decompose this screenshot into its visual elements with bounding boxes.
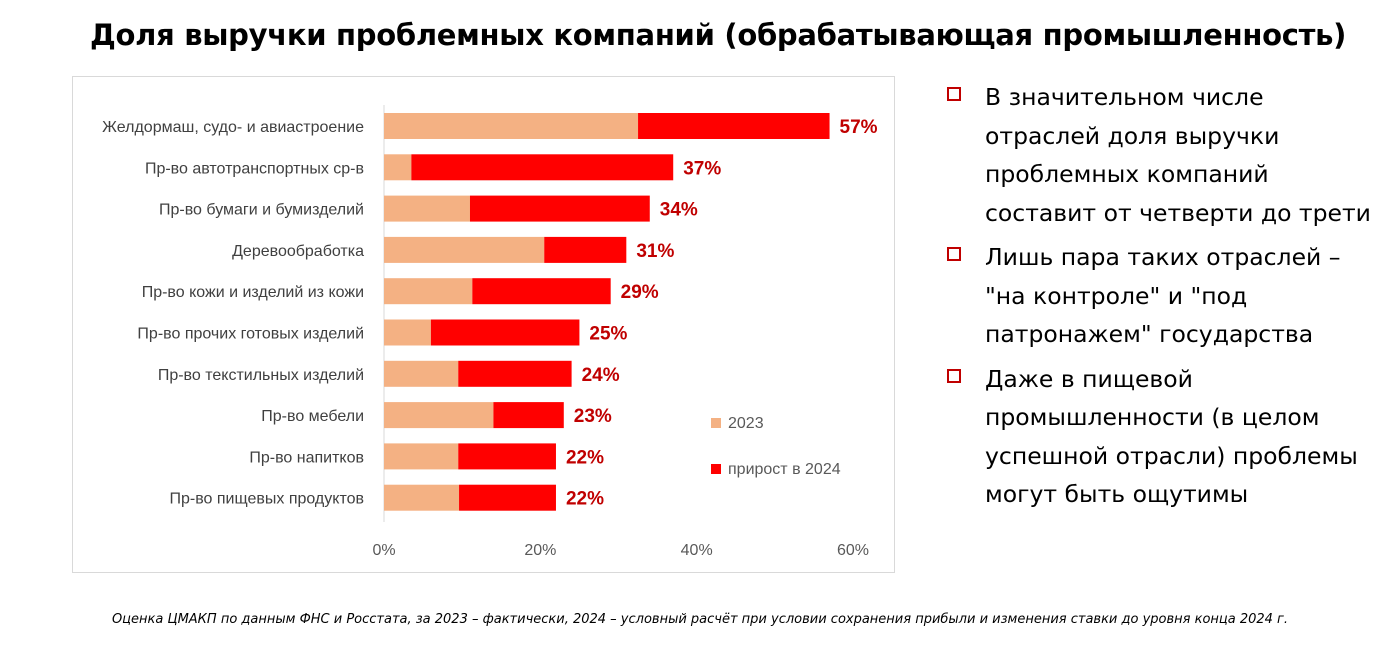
bar-increase-2024 [469,195,650,222]
bar-increase-2024 [458,360,572,387]
bar-2023 [384,154,412,181]
bar-chart: Желдормаш, судо- и авиастроение 57% Пр-во … [102,105,878,559]
bar-increase-2024 [472,278,611,305]
bullet-item: Даже в пищевой промышленности (в целом у… [945,360,1385,514]
bar-2023 [384,236,545,263]
legend-swatch [711,418,721,428]
category-label: Пр-во автотранспортных ср-в [145,160,364,177]
square-bullet-icon [947,87,961,101]
total-label: 34% [660,200,698,221]
category-label: Пр-во мебели [261,408,364,425]
total-label: 22% [566,489,604,510]
bar-increase-2024 [544,236,627,263]
category-label: Пр-во кожи и изделий из кожи [142,284,364,301]
bullet-text: В значительном числе отраслей доля выруч… [985,83,1371,227]
total-label: 37% [683,158,721,179]
category-label: Пр-во бумаги и бумизделий [159,202,364,219]
category-label: Деревообработка [232,243,364,260]
category-label: Пр-во текстильных изделий [158,367,364,384]
bar-2023 [384,402,494,429]
square-bullet-icon [947,247,961,261]
x-tick-label: 20% [524,542,556,559]
bar-2023 [384,360,459,387]
bar-increase-2024 [430,319,580,346]
square-bullet-icon [947,368,961,383]
bar-increase-2024 [459,484,556,511]
bar-2023 [384,278,473,305]
bar-2023 [384,484,460,511]
bullet-item: Лишь пара таких отраслей – "на контроле"… [945,238,1385,354]
page-title: Доля выручки проблемных компаний (обраба… [90,18,1347,52]
bullet-text: Даже в пищевой промышленности (в целом у… [985,364,1358,509]
bar-2023 [384,443,459,470]
x-tick-label: 0% [372,542,395,559]
legend-label: 2023 [728,415,764,432]
category-label: Пр-во пищевых продуктов [170,491,365,508]
bar-increase-2024 [458,443,556,470]
x-tick-label: 40% [681,542,713,559]
bar-increase-2024 [638,113,830,139]
bar-increase-2024 [493,402,564,429]
category-label: Желдормаш, судо- и авиастроение [102,119,364,136]
bar-2023 [384,319,431,346]
bullet-item: В значительном числе отраслей доля выруч… [945,78,1385,232]
total-label: 57% [840,117,878,138]
bar-2023 [384,113,639,139]
category-label: Пр-во прочих готовых изделий [137,326,364,343]
bullet-text: Лишь пара таких отраслей – "на контроле"… [985,243,1341,348]
category-label: Пр-во напитков [249,449,364,466]
total-label: 23% [574,406,612,427]
total-label: 29% [621,282,659,303]
footnote: Оценка ЦМАКП по данным ФНС и Росстата, з… [111,612,1289,627]
legend-label: прирост в 2024 [728,461,841,478]
bar-2023 [384,195,470,222]
bullet-list: В значительном числе отраслей доля выруч… [945,78,1385,520]
legend-swatch [711,464,721,474]
total-label: 25% [589,324,627,345]
total-label: 31% [636,241,674,262]
total-label: 24% [582,365,620,386]
x-tick-label: 60% [837,542,869,559]
bar-increase-2024 [411,154,674,181]
chart-area: Желдормаш, судо- и авиастроение 57% Пр-во … [72,76,895,573]
total-label: 22% [566,447,604,468]
